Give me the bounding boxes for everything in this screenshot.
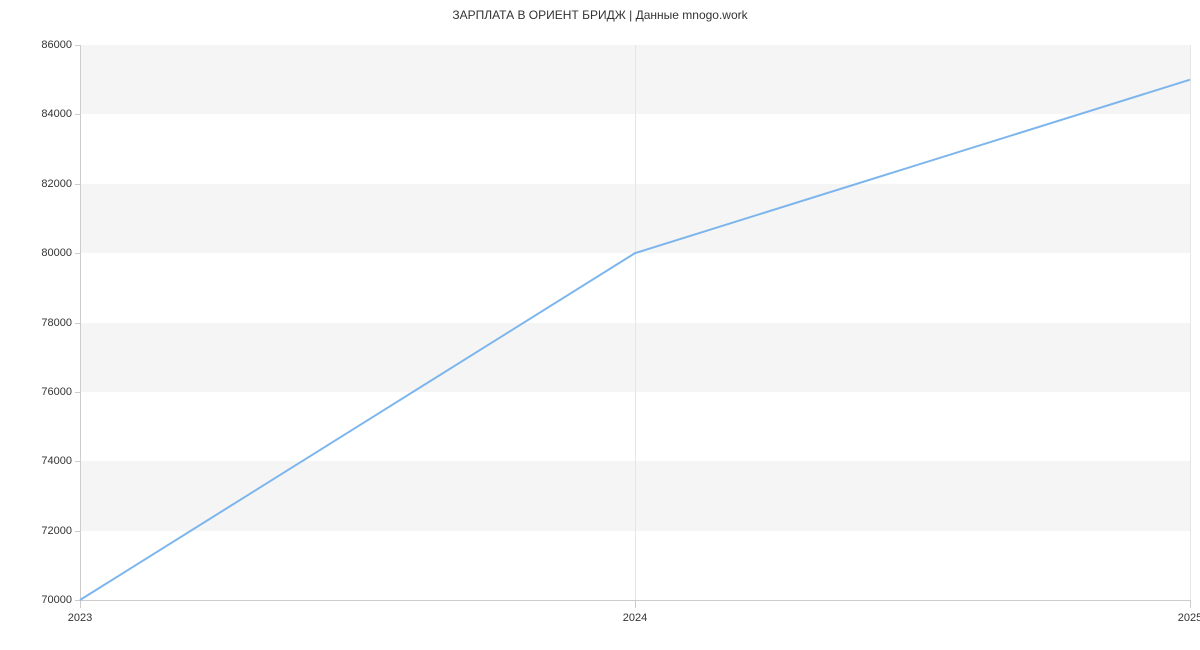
x-tick-mark (1190, 600, 1191, 608)
y-tick-label: 78000 (30, 317, 72, 329)
x-axis-line (80, 600, 1190, 601)
x-gridline (1190, 45, 1191, 600)
y-tick-label: 82000 (30, 178, 72, 190)
chart-title: ЗАРПЛАТА В ОРИЕНТ БРИДЖ | Данные mnogo.w… (0, 8, 1200, 22)
x-tick-mark (635, 600, 636, 608)
y-tick-label: 74000 (30, 455, 72, 467)
x-tick-label: 2023 (68, 612, 92, 624)
y-tick-label: 72000 (30, 525, 72, 537)
y-tick-label: 84000 (30, 108, 72, 120)
x-tick-mark (80, 600, 81, 608)
salary-line (80, 80, 1190, 600)
y-tick-label: 70000 (30, 594, 72, 606)
series-layer (80, 45, 1190, 600)
y-tick-label: 86000 (30, 39, 72, 51)
x-tick-label: 2025 (1178, 612, 1200, 624)
plot-area: 2023202420257000072000740007600078000800… (80, 45, 1190, 600)
y-tick-label: 80000 (30, 247, 72, 259)
y-tick-label: 76000 (30, 386, 72, 398)
x-tick-label: 2024 (623, 612, 647, 624)
